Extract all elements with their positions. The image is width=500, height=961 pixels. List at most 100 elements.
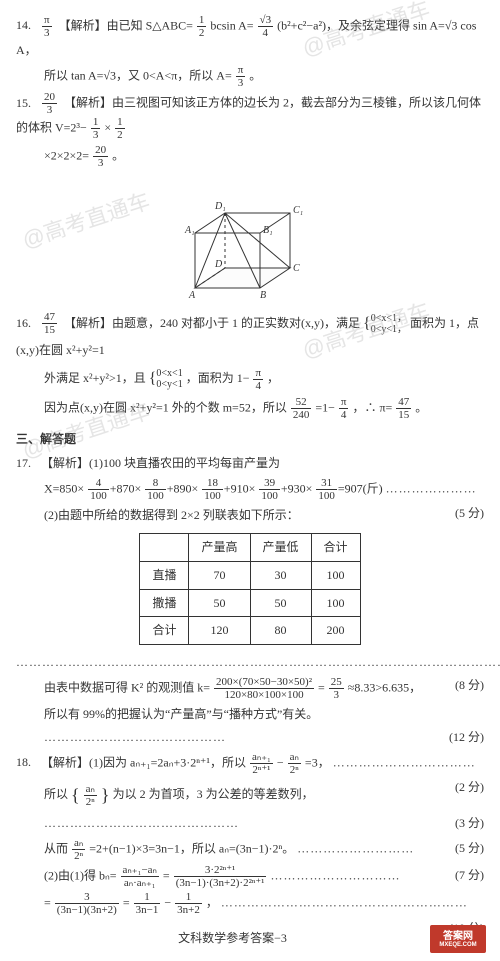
q17-l2a: X=850× bbox=[44, 481, 84, 495]
th-total: 合计 bbox=[311, 534, 360, 562]
frac-47-15: 4715 bbox=[396, 396, 411, 421]
dots: …………………………………… bbox=[44, 730, 226, 744]
q16-line2: 外满足 x²+y²>1，且 {0<x<10<y<1 ，面积为 1− π4 ， bbox=[16, 364, 484, 394]
q17-line1: 17. 【解析】(1)100 块直播农田的平均每亩产量为 bbox=[16, 452, 484, 475]
q18-line2: 所以 { aₙ2ⁿ } 为以 2 为首项，3 为公差的等差数列， …………………… bbox=[16, 778, 484, 835]
dots: …………………………………………………………………………………………………… bbox=[16, 655, 500, 669]
q16-l2c: ， bbox=[267, 371, 279, 385]
th-high: 产量高 bbox=[189, 534, 250, 562]
brace2-l2: 0<y<1 bbox=[156, 379, 182, 390]
q16-text1: 【解析】由题意，240 对都小于 1 的正实数对(x,y)，满足 bbox=[64, 316, 360, 330]
q17-l5: 所以有 99%的把握认为“产量高”与“播种方式”有关。 bbox=[44, 707, 318, 721]
q14-l2b: 。 bbox=[249, 68, 261, 82]
contingency-table: 产量高 产量低 合计 直播7030100 撒播5050100 合计1208020… bbox=[139, 533, 360, 645]
frac-1-3: 13 bbox=[91, 116, 101, 141]
table-row: 合计12080200 bbox=[140, 617, 360, 645]
badge-l2: MXEQE.COM bbox=[439, 942, 476, 949]
frac-pi4: π4 bbox=[253, 367, 263, 392]
q17-line3: (2)由题中所给的数据得到 2×2 列联表如下所示： bbox=[16, 504, 484, 527]
brace2-l1: 0<x<1 bbox=[156, 368, 182, 379]
q16-line3: 因为点(x,y)在圆 x²+y²=1 外的个数 m=52，所以 52240 =1… bbox=[16, 396, 484, 421]
q16-l3b: =1− bbox=[315, 401, 335, 415]
label-B1: B₁ bbox=[263, 225, 273, 236]
frac-k: 200×(70×50−30×50)²120×80×100×100 bbox=[214, 676, 314, 701]
frac-1-2: 12 bbox=[115, 116, 125, 141]
brace1-l2: 0<y<1， bbox=[371, 324, 407, 335]
q17-l1: 【解析】(1)100 块直播农田的平均每亩产量为 bbox=[41, 456, 280, 470]
q15-line2: ×2×2×2= 203 。 bbox=[16, 144, 484, 169]
score-8-line: …………………………………………………………………………………………………… (… bbox=[16, 651, 484, 674]
q15-l2a: ×2×2×2= bbox=[44, 148, 89, 162]
q15-num: 15. bbox=[16, 92, 38, 115]
q15-l2b: 。 bbox=[112, 148, 124, 162]
q17-line5: 所以有 99%的把握认为“产量高”与“播种方式”有关。 ………………………………… bbox=[16, 703, 484, 749]
brace-icon: { bbox=[363, 315, 371, 332]
source-badge: 答案网 MXEQE.COM bbox=[430, 925, 486, 953]
label-D: D bbox=[214, 259, 223, 270]
q17-line4: 由表中数据可得 K² 的观测值 k= 200×(70×50−30×50)²120… bbox=[16, 676, 484, 701]
q14-text1: 【解析】由已知 S△ABC= bbox=[59, 18, 193, 32]
section-3-title: 三、解答题 bbox=[16, 428, 484, 451]
th-blank bbox=[140, 534, 189, 562]
score-5: (5 分) bbox=[455, 837, 484, 860]
q14-answer: π3 bbox=[42, 14, 52, 39]
watermark: @高考直通车 bbox=[17, 181, 156, 262]
th-low: 产量低 bbox=[250, 534, 311, 562]
q17-num: 17. bbox=[16, 452, 38, 475]
q18-line1: 18. 【解析】(1)因为 aₙ₊₁=2aₙ+3·2ⁿ⁺¹，所以 aₙ₊₁2ⁿ⁺… bbox=[16, 751, 484, 776]
label-B: B bbox=[260, 290, 266, 301]
q16-l3d: 。 bbox=[415, 401, 427, 415]
label-D1: D₁ bbox=[214, 201, 226, 212]
score-5: (5 分) bbox=[455, 502, 484, 525]
table-row: 撒播5050100 bbox=[140, 589, 360, 617]
q18-line5: = 3(3n−1)(3n+2) = 13n−1 − 13n+2 ， ………………… bbox=[16, 891, 484, 916]
table-header-row: 产量高 产量低 合计 bbox=[140, 534, 360, 562]
label-C: C bbox=[293, 263, 300, 274]
q15-text2: × bbox=[104, 121, 111, 135]
q16-l2b: ，面积为 1− bbox=[186, 371, 250, 385]
q15-line1: 15. 203 【解析】由三视图可知该正方体的边长为 2，截去部分为三棱锥，所以… bbox=[16, 91, 484, 141]
q14-num: 14. bbox=[16, 14, 38, 37]
page-footer: 文科数学参考答案−3 bbox=[16, 927, 484, 950]
q14-line1: 14. π3 【解析】由已知 S△ABC= 12 bcsin A= √34 (b… bbox=[16, 14, 484, 62]
score-3: (3 分) bbox=[455, 812, 484, 835]
score-7: (7 分) bbox=[455, 864, 484, 887]
label-C1: C₁ bbox=[293, 205, 303, 216]
q14-line2: 所以 tan A=√3，又 0<A<π，所以 A= π3 。 bbox=[16, 64, 484, 89]
dots: ………………… bbox=[386, 481, 477, 495]
q16-l2a: 外满足 x²+y²>1，且 bbox=[44, 371, 146, 385]
frac-pi3: π3 bbox=[236, 64, 246, 89]
q17-l4c: ≈8.33>6.635， bbox=[348, 680, 421, 694]
q18-l1a: 【解析】(1)因为 aₙ₊₁=2aₙ+3·2ⁿ⁺¹，所以 bbox=[41, 755, 246, 769]
q16-line1: 16. 4715 【解析】由题意，240 对都小于 1 的正实数对(x,y)，满… bbox=[16, 309, 484, 362]
table-row: 直播7030100 bbox=[140, 561, 360, 589]
q16-l3c: ，∴ π= bbox=[352, 401, 392, 415]
badge-l1: 答案网 bbox=[443, 931, 473, 942]
q15-answer: 203 bbox=[42, 91, 57, 116]
q16-answer: 4715 bbox=[42, 311, 57, 336]
q17-line2: X=850× 4100+870× 8100+890× 18100+910× 39… bbox=[16, 477, 484, 502]
q18-line4: (2)由(1)得 bₙ= aₙ₊₁−aₙaₙ·aₙ₊₁ = 3·2²ⁿ⁺¹(3n… bbox=[16, 864, 484, 889]
label-A: A bbox=[188, 290, 196, 301]
q15-text1: 【解析】由三视图可知该正方体的边长为 2，截去部分为三棱锥，所以该几何体的体积 … bbox=[16, 96, 481, 135]
score-12: (12 分) bbox=[449, 726, 484, 749]
frac-25-3: 253 bbox=[329, 676, 344, 701]
q14-l2a: 所以 tan A=√3，又 0<A<π，所以 A= bbox=[44, 68, 232, 82]
cube-diagram: A B C D A₁ B₁ C₁ D₁ bbox=[165, 173, 335, 303]
q14-text2: bcsin A= bbox=[210, 18, 253, 32]
q17-l4a: 由表中数据可得 K² 的观测值 k= bbox=[44, 680, 210, 694]
brace1-l1: 0<x<1， bbox=[371, 313, 407, 324]
brace-icon: { bbox=[149, 370, 157, 387]
frac-pi4b: π4 bbox=[339, 396, 349, 421]
q18-line3: 从而 aₙ2ⁿ =2+(n−1)×3=3n−1，所以 aₙ=(3n−1)·2ⁿ。… bbox=[16, 837, 484, 862]
brace-right-icon: } bbox=[101, 785, 110, 805]
frac-52-240: 52240 bbox=[291, 396, 312, 421]
frac-half: 12 bbox=[197, 14, 207, 39]
q16-l3a: 因为点(x,y)在圆 x²+y²=1 外的个数 m=52，所以 bbox=[44, 401, 287, 415]
brace-left-icon: { bbox=[71, 785, 80, 805]
q18-num: 18. bbox=[16, 751, 38, 774]
score-8: (8 分) bbox=[455, 674, 484, 697]
frac-20-3: 203 bbox=[93, 144, 108, 169]
label-A1: A₁ bbox=[184, 225, 195, 236]
score-2: (2 分) bbox=[455, 776, 484, 799]
